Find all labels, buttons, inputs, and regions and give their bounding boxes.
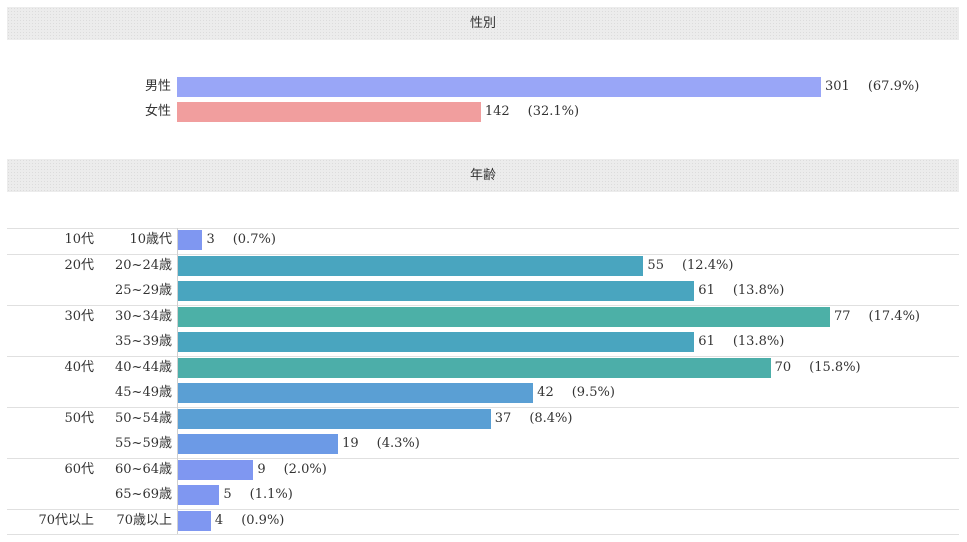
value-text: 142 — [484, 104, 510, 119]
group-label: 50代 — [64, 410, 94, 426]
percent-text: (13.8%) — [732, 283, 785, 298]
percent-text: (4.3%) — [376, 436, 420, 451]
value-text: 9 — [257, 461, 266, 477]
row-separator — [7, 508, 959, 510]
group-label: 40代 — [64, 359, 94, 375]
category-label: 40~44歳 — [115, 359, 172, 375]
category-label: 60~64歳 — [115, 461, 172, 477]
data-label: 61 (13.8%) — [698, 281, 784, 301]
group-label: 70代以上 — [38, 512, 94, 528]
percent-text: (32.1%) — [527, 104, 580, 119]
data-label: 77 (17.4%) — [834, 307, 920, 327]
data-label: 9 (2.0%) — [257, 460, 326, 480]
row-separator — [7, 253, 959, 255]
category-label: 女性 — [144, 104, 171, 119]
percent-text: (0.7%) — [232, 232, 276, 247]
percent-text: (15.8%) — [809, 359, 861, 375]
row-separator — [7, 457, 959, 459]
group-label: 30代 — [64, 308, 94, 324]
value-text: 61 — [698, 334, 715, 349]
bar — [177, 357, 771, 378]
category-label: 50~54歳 — [115, 410, 172, 426]
category-label: 男性 — [144, 79, 171, 94]
value-text: 70 — [774, 359, 792, 375]
data-label: 70 (15.8%) — [775, 358, 861, 378]
age-section-header: 年齢 — [7, 159, 959, 192]
percent-text: (1.1%) — [249, 487, 293, 502]
category-label: 65~69歳 — [115, 487, 172, 502]
value-text: 37 — [494, 410, 512, 426]
percent-text: (13.8%) — [732, 334, 785, 349]
value-text: 4 — [214, 512, 224, 528]
value-text: 19 — [342, 436, 359, 451]
category-label: 10歳代 — [129, 232, 172, 247]
data-label: 4 (0.9%) — [215, 511, 284, 531]
percent-text: (17.4%) — [868, 308, 920, 324]
data-label: 61 (13.8%) — [698, 332, 784, 352]
percent-text: (12.4%) — [681, 257, 734, 273]
value-text: 61 — [698, 283, 715, 298]
row-separator — [7, 534, 959, 535]
value-text: 77 — [834, 308, 851, 324]
axis-line — [177, 228, 178, 534]
percent-text: (2.0%) — [283, 461, 327, 477]
value-text: 42 — [537, 385, 554, 400]
value-text: 301 — [825, 79, 850, 94]
bar — [177, 102, 481, 122]
group-label: 10代 — [64, 232, 94, 247]
data-label: 19 (4.3%) — [342, 434, 420, 454]
group-label: 20代 — [64, 257, 94, 273]
bar — [177, 408, 491, 429]
bar — [177, 230, 203, 250]
category-label: 30~34歳 — [115, 308, 172, 324]
data-label: 3 (0.7%) — [206, 230, 275, 250]
bar — [177, 383, 534, 403]
bar — [177, 485, 220, 505]
bar — [177, 281, 695, 301]
category-label: 20~24歳 — [115, 257, 172, 273]
bar — [177, 332, 695, 352]
bar — [177, 77, 821, 97]
row-separator — [7, 304, 959, 306]
bar — [177, 459, 254, 480]
data-label: 55 (12.4%) — [647, 256, 733, 276]
bar — [177, 255, 644, 276]
data-label: 301 (67.9%) — [825, 77, 919, 97]
value-text: 5 — [223, 487, 232, 502]
value-text: 55 — [647, 257, 664, 273]
bar — [177, 510, 211, 531]
category-label: 25~29歳 — [115, 283, 172, 298]
bar — [177, 306, 830, 327]
category-label: 55~59歳 — [115, 436, 172, 451]
bar — [177, 434, 339, 454]
row-separator — [7, 355, 959, 357]
value-text: 3 — [206, 232, 215, 247]
percent-text: (0.9%) — [241, 512, 285, 528]
group-label: 60代 — [64, 461, 94, 477]
data-label: 42 (9.5%) — [537, 383, 615, 403]
data-label: 5 (1.1%) — [223, 485, 292, 505]
percent-text: (9.5%) — [571, 385, 615, 400]
percent-text: (8.4%) — [529, 410, 573, 426]
category-label: 70歳以上 — [116, 512, 172, 528]
row-separator — [7, 406, 959, 408]
gender-section-header: 性別 — [7, 7, 959, 40]
category-label: 35~39歳 — [115, 334, 172, 349]
data-label: 37 (8.4%) — [495, 409, 573, 429]
percent-text: (67.9%) — [867, 79, 920, 94]
data-label: 142 (32.1%) — [485, 102, 579, 122]
row-separator — [7, 228, 959, 229]
category-label: 45~49歳 — [115, 385, 172, 400]
